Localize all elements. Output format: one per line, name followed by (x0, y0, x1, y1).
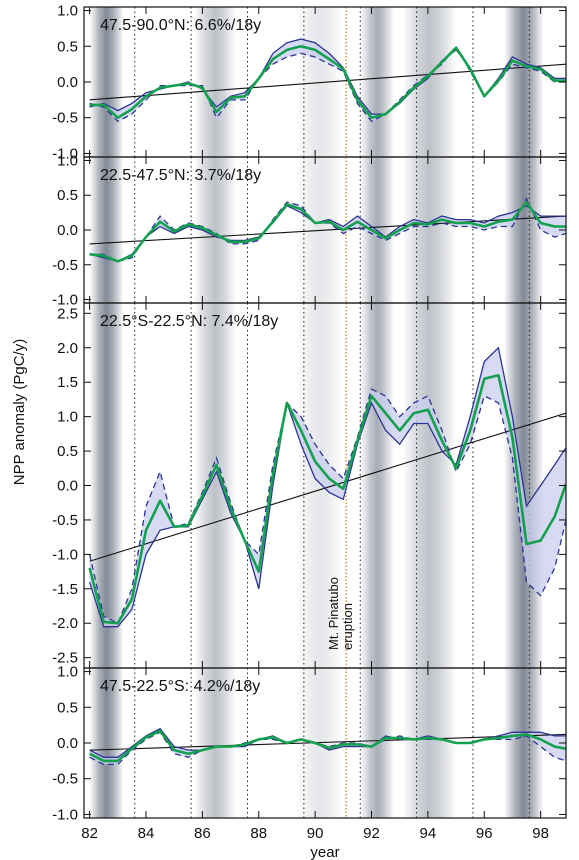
panel-plot-area (89, 7, 566, 157)
y-tick-label: -1.0 (52, 292, 78, 309)
trend-line (89, 63, 566, 101)
shade-band (360, 303, 395, 668)
series-line-mean (89, 200, 566, 263)
shade-band (503, 157, 544, 303)
shade-band (89, 303, 124, 668)
y-tick-label: -1.0 (52, 546, 78, 563)
series-line-dashed (88, 388, 566, 625)
shade-band (402, 157, 457, 303)
shade-band (89, 7, 124, 157)
panel-plot-area (88, 303, 566, 668)
panel-3: -2.5 -2.0 -1.5 -1.0 -0.5 0.0 0.5 1.0 1.5 2.0 2.5 22… (52, 302, 567, 669)
panel-1: -1.0 -0.5 0.0 0.5 1.0 47.5-90.0°N: 6.6%/18y (52, 3, 567, 162)
shade-band (193, 303, 237, 668)
uncertainty-band (89, 39, 566, 122)
series-line-solid (88, 346, 566, 628)
series-line-mean (88, 373, 566, 625)
series-line-mean (89, 44, 566, 119)
series-line-solid (89, 204, 566, 262)
series-line-mean (89, 729, 566, 763)
x-axis-title: year (310, 844, 339, 860)
y-tick-label: 1.0 (57, 409, 78, 426)
y-tick-label: 2.5 (57, 305, 78, 322)
shade-band (89, 157, 124, 303)
y-tick-label: 0.5 (57, 699, 78, 716)
x-tick-label: 94 (420, 825, 437, 842)
y-tick-label: -0.5 (52, 110, 78, 127)
y-tick-label: 2.0 (57, 340, 78, 357)
panel-plot-area (89, 157, 566, 303)
y-tick-label: -2.5 (52, 650, 78, 667)
y-axis-title: NPP anomaly (PgC/y) (11, 339, 28, 485)
shade-band (193, 668, 237, 818)
shade-band (402, 303, 457, 668)
y-tick-label: 0.0 (57, 478, 78, 495)
x-tick-label: 92 (363, 825, 380, 842)
panel-2: -1.0 -0.5 0.0 0.5 1.0 22.5-47.5°N: 3.7%/18y (52, 152, 567, 309)
trend-line (89, 215, 566, 245)
shade-band (89, 668, 124, 818)
x-tick-label: 96 (476, 825, 493, 842)
y-tick-label: 1.5 (57, 374, 78, 391)
shade-band (193, 7, 237, 157)
shade-band (360, 7, 395, 157)
eruption-annotation-line: Mt. Pinatubo (326, 577, 341, 650)
eruption-annotation: Mt. Pinatuboeruption (326, 577, 355, 650)
trend-line (89, 412, 566, 562)
y-tick-label: -1.5 (52, 581, 78, 598)
shade-band (295, 7, 344, 157)
x-tick-label: 88 (250, 825, 267, 842)
x-tick-label: 98 (532, 825, 549, 842)
y-tick-label: 0.5 (57, 38, 78, 55)
y-tick-label: 1.0 (57, 3, 78, 20)
y-tick-label: 0.0 (57, 74, 78, 91)
y-tick-label: -0.5 (52, 512, 78, 529)
panel-label: 22.5-47.5°N: 3.7%/18y (100, 167, 261, 184)
y-tick-label: -0.5 (52, 257, 78, 274)
y-tick-label: -1.0 (52, 806, 78, 823)
x-tick-label: 84 (138, 825, 155, 842)
y-tick-label: 1.0 (57, 152, 78, 169)
x-tick-label: 82 (81, 825, 98, 842)
shade-band (503, 7, 544, 157)
y-tick-label: 0.5 (57, 443, 78, 460)
y-tick-label: 1.0 (57, 664, 78, 681)
trend-line (89, 733, 566, 751)
y-tick-label: 0.0 (57, 222, 78, 239)
panel-plot-area (89, 668, 566, 818)
y-tick-label: -1.0 (52, 145, 78, 162)
panel-4: -1.0 -0.5 0.0 0.5 1.0 47.5-22.5°S: 4.2%/18y (52, 664, 567, 823)
y-tick-label: 0.5 (57, 187, 78, 204)
shade-band (402, 668, 457, 818)
y-tick-label: 0.0 (57, 735, 78, 752)
shade-band (402, 7, 457, 157)
y-tick-label: -0.5 (52, 771, 78, 788)
panel-label: 47.5-90.0°N: 6.6%/18y (100, 17, 261, 34)
panel-label: 47.5-22.5°S: 4.2%/18y (100, 678, 260, 695)
panel-label: 22.5°S-22.5°N: 7.4%/18y (100, 313, 278, 330)
y-tick-label: -2.0 (52, 615, 78, 632)
x-tick-label: 86 (194, 825, 211, 842)
eruption-annotation-line: eruption (340, 603, 355, 650)
x-tick-label: 90 (307, 825, 324, 842)
